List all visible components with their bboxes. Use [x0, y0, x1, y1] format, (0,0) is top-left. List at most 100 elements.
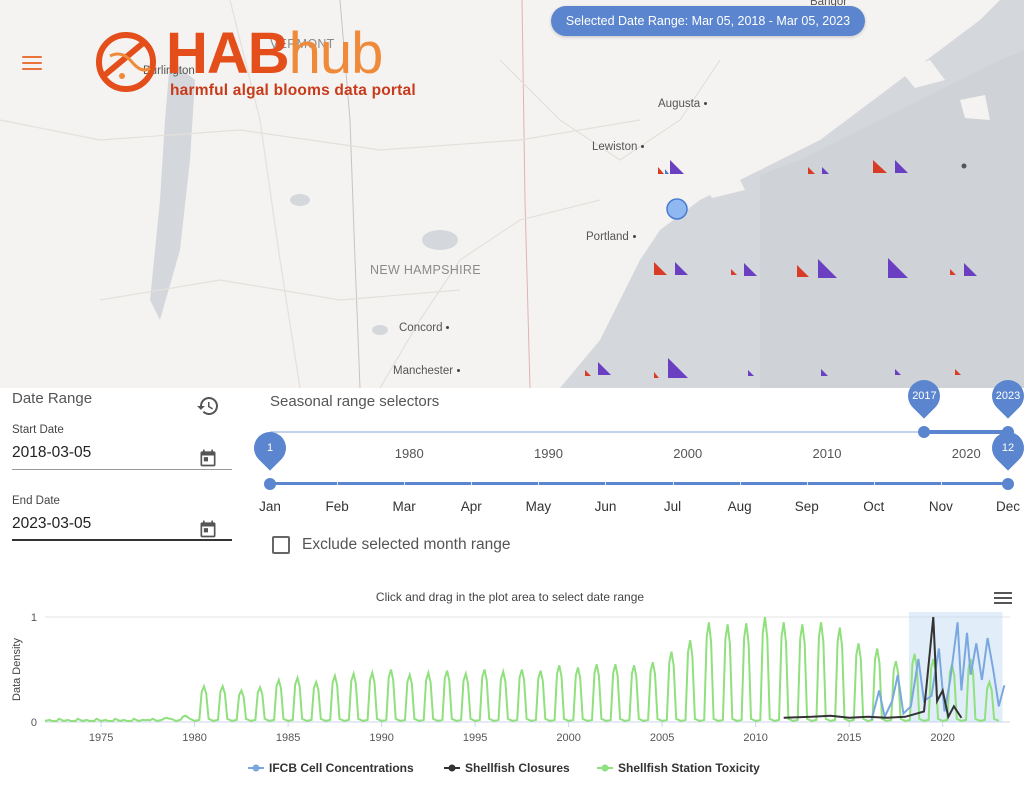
- series-line-shellfish-station-toxicity[interactable]: [44, 616, 1000, 723]
- month-label-aug: Aug: [727, 499, 752, 514]
- y-tick-label: 1: [31, 612, 37, 624]
- end-date-field[interactable]: End Date 2023-03-05: [12, 495, 232, 541]
- selected-date-range-pill[interactable]: Selected Date Range: Mar 05, 2018 - Mar …: [551, 6, 865, 36]
- marker-closure[interactable]: [731, 269, 737, 275]
- end-calendar-icon[interactable]: [198, 519, 218, 539]
- x-tick-label: 2015: [837, 732, 861, 744]
- year-slider-rail[interactable]: [270, 431, 1008, 433]
- marker-toxicity[interactable]: [598, 362, 611, 375]
- place-burlington: Burlington: [143, 65, 195, 77]
- data-density-chart[interactable]: Click and drag in the plot area to selec…: [0, 582, 1024, 784]
- month-label-feb: Feb: [325, 499, 349, 514]
- month-label-may: May: [525, 499, 552, 514]
- legend-swatch-marker[interactable]: [448, 764, 456, 772]
- marker-toxicity[interactable]: [668, 358, 688, 378]
- month-tick-mark: [940, 482, 942, 485]
- place-augusta: Augusta: [658, 98, 708, 110]
- chart-title: Click and drag in the plot area to selec…: [376, 590, 644, 604]
- month-tick-mark: [605, 482, 607, 485]
- year-end-value-label: 2023: [995, 390, 1021, 402]
- habhub-logo[interactable]: HABhub harmful algal blooms data portal: [92, 24, 452, 104]
- exclude-month-range-checkbox[interactable]: [272, 536, 290, 554]
- month-start-handle[interactable]: [264, 478, 276, 490]
- month-label-oct: Oct: [863, 499, 885, 514]
- legend-swatch-marker[interactable]: [601, 764, 609, 772]
- legend-item-label: Shellfish Station Toxicity: [618, 761, 760, 775]
- month-tick-mark: [404, 482, 406, 485]
- month-label-jun: Jun: [594, 499, 617, 514]
- marker-closure[interactable]: [950, 269, 956, 275]
- x-tick-label: 1990: [369, 732, 393, 744]
- marker-ifcb[interactable]: [666, 198, 688, 220]
- marker-toxicity[interactable]: [675, 262, 688, 275]
- year-tick-label: 2000: [673, 446, 703, 461]
- chart-menu-icon[interactable]: [994, 592, 1012, 606]
- map-markers[interactable]: [0, 0, 1024, 388]
- month-tick-mark: [739, 482, 741, 485]
- month-label-jul: Jul: [663, 499, 682, 514]
- year-slider-active-track[interactable]: [924, 430, 1008, 434]
- month-label-apr: Apr: [460, 499, 482, 514]
- history-icon[interactable]: [196, 394, 220, 418]
- start-date-input[interactable]: 2018-03-05: [12, 444, 232, 470]
- place-portland: Portland: [586, 231, 636, 243]
- marker-toxicity[interactable]: [964, 263, 977, 276]
- month-label-nov: Nov: [928, 499, 953, 514]
- marker-toxicity[interactable]: [821, 369, 828, 376]
- marker-closure[interactable]: [808, 167, 815, 174]
- marker-closure[interactable]: [654, 372, 659, 378]
- seasonal-range-panel: Seasonal range selectors Exclude selecte…: [247, 373, 1024, 560]
- exclude-month-range-label: Exclude selected month range: [302, 536, 511, 553]
- marker-point[interactable]: [961, 163, 967, 169]
- region-vermont: VERMONT: [270, 37, 335, 51]
- legend-swatch-marker[interactable]: [252, 764, 260, 772]
- month-tick-mark: [337, 482, 339, 485]
- year-tick-label: 2020: [951, 446, 981, 461]
- marker-toxicity[interactable]: [822, 167, 829, 174]
- y-tick-label: 0: [31, 717, 37, 729]
- end-date-input[interactable]: 2023-03-05: [12, 515, 232, 541]
- year-tick-label: 2010: [812, 446, 842, 461]
- year-start-handle[interactable]: [918, 426, 931, 438]
- month-label-sep: Sep: [794, 499, 819, 514]
- month-label-mar: Mar: [392, 499, 416, 514]
- chart-svg[interactable]: Click and drag in the plot area to selec…: [0, 582, 1024, 784]
- month-tick-mark: [538, 482, 540, 485]
- x-tick-label: 1980: [182, 732, 206, 744]
- marker-toxicity[interactable]: [748, 370, 754, 376]
- month-end-handle[interactable]: [1002, 478, 1014, 490]
- series-line-shellfish-closures[interactable]: [783, 616, 963, 720]
- marker-closure[interactable]: [955, 369, 961, 375]
- hamburger-menu-icon[interactable]: [22, 56, 42, 70]
- logo-mark-icon: [96, 32, 156, 92]
- month-tick-mark: [873, 482, 875, 485]
- marker-toxicity[interactable]: [818, 259, 837, 278]
- legend-item-label: Shellfish Closures: [465, 761, 570, 775]
- marker-closure[interactable]: [797, 265, 809, 277]
- series-line-ifcb-cell-concentrations[interactable]: [870, 622, 1006, 721]
- x-tick-label: 1995: [463, 732, 487, 744]
- map-basemap: [0, 0, 1024, 388]
- seasonal-title: Seasonal range selectors: [270, 393, 440, 410]
- place-concord: Concord: [399, 322, 450, 334]
- start-date-field[interactable]: Start Date 2018-03-05: [12, 424, 232, 470]
- marker-toxicity[interactable]: [744, 263, 757, 276]
- marker-group-1[interactable]: [658, 160, 684, 174]
- month-label-dec: Dec: [995, 499, 1021, 514]
- x-tick-label: 1975: [89, 732, 113, 744]
- marker-toxicity[interactable]: [888, 258, 908, 278]
- region-new-hampshire: NEW HAMPSHIRE: [370, 263, 481, 277]
- x-tick-label: 2005: [650, 732, 674, 744]
- marker-closure[interactable]: [873, 160, 887, 173]
- place-manchester: Manchester: [393, 365, 461, 377]
- month-slider-track[interactable]: [270, 482, 1008, 485]
- month-start-value-label: 1: [266, 442, 274, 454]
- x-tick-label: 2020: [930, 732, 954, 744]
- marker-closure[interactable]: [585, 370, 591, 376]
- month-end-value-label: 12: [1001, 442, 1015, 454]
- marker-toxicity[interactable]: [895, 369, 901, 375]
- marker-closure[interactable]: [654, 262, 667, 275]
- marker-toxicity[interactable]: [895, 160, 908, 173]
- start-calendar-icon[interactable]: [198, 448, 218, 468]
- map-view[interactable]: Bangor Burlington VERMONT Augusta Lewist…: [0, 0, 1024, 388]
